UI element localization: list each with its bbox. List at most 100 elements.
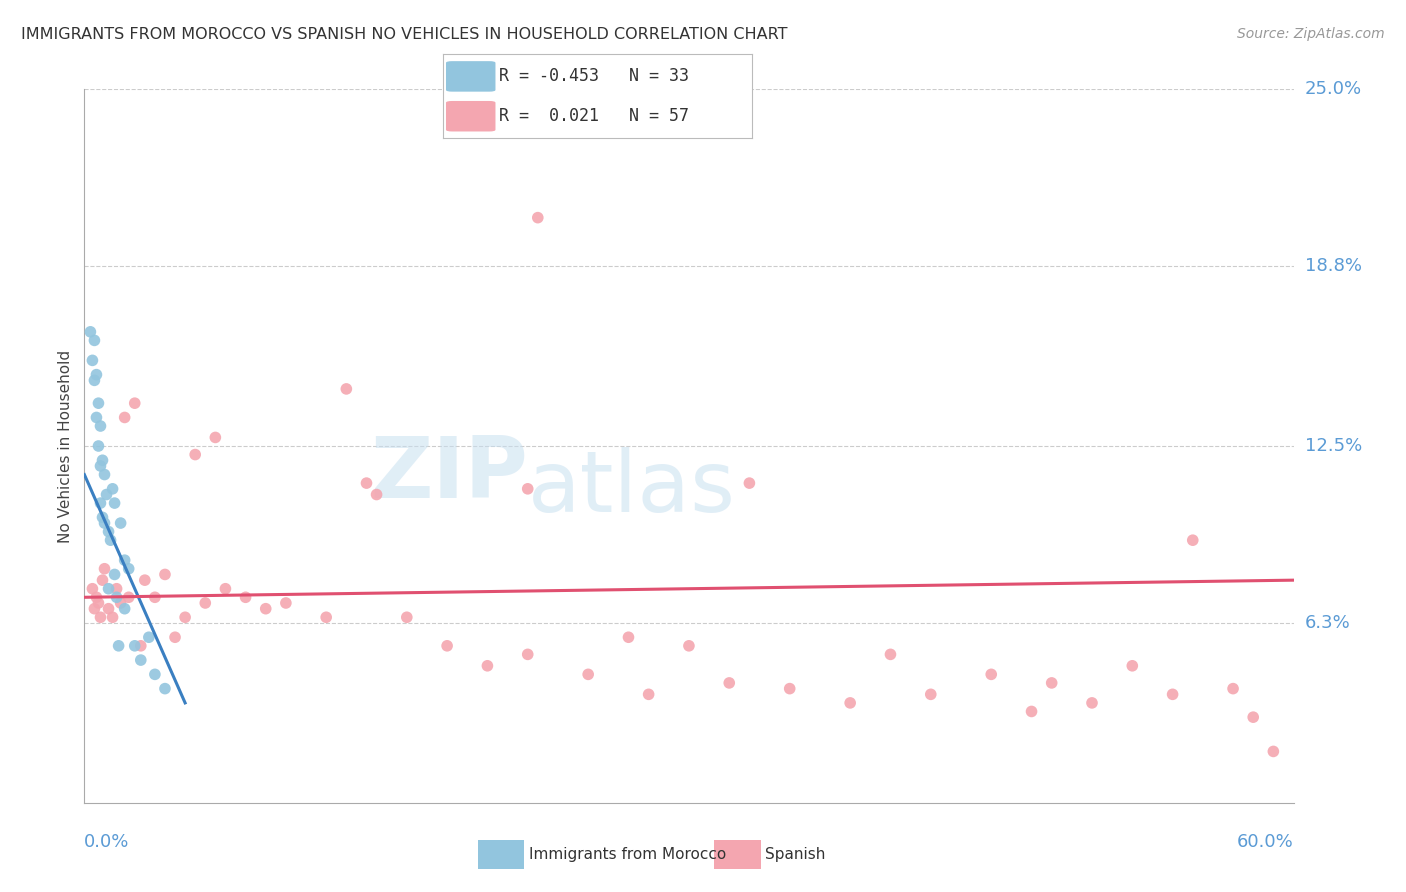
Point xyxy=(839,696,862,710)
Point xyxy=(118,591,141,605)
Text: ZIP: ZIP xyxy=(370,433,527,516)
Point xyxy=(738,476,761,491)
Point xyxy=(118,562,141,576)
Point xyxy=(101,610,124,624)
Point xyxy=(138,630,160,644)
Point xyxy=(254,601,277,615)
Point xyxy=(91,573,114,587)
Point xyxy=(91,510,114,524)
Point xyxy=(920,687,942,701)
Point xyxy=(1241,710,1264,724)
Point xyxy=(335,382,357,396)
Point xyxy=(1222,681,1244,696)
Text: Source: ZipAtlas.com: Source: ZipAtlas.com xyxy=(1237,27,1385,41)
Point xyxy=(315,610,337,624)
Point xyxy=(204,430,226,444)
Text: R = -0.453   N = 33: R = -0.453 N = 33 xyxy=(499,68,689,86)
Point xyxy=(82,353,104,368)
Point xyxy=(86,368,108,382)
Point xyxy=(110,596,132,610)
FancyBboxPatch shape xyxy=(446,101,495,131)
Text: 60.0%: 60.0% xyxy=(1237,833,1294,851)
Point xyxy=(617,630,640,644)
Point xyxy=(89,419,111,434)
Point xyxy=(143,591,166,605)
Point xyxy=(718,676,741,690)
Text: R =  0.021   N = 57: R = 0.021 N = 57 xyxy=(499,107,689,125)
Point xyxy=(79,325,101,339)
Point xyxy=(104,496,127,510)
Point xyxy=(436,639,458,653)
Point xyxy=(637,687,659,701)
Point xyxy=(86,591,108,605)
Point xyxy=(87,596,110,610)
Point xyxy=(1040,676,1063,690)
Point xyxy=(124,396,146,410)
Point xyxy=(527,211,550,225)
Point xyxy=(174,610,197,624)
Point xyxy=(114,601,136,615)
Point xyxy=(678,639,700,653)
Point xyxy=(89,496,111,510)
Point xyxy=(107,639,129,653)
Point xyxy=(214,582,236,596)
Point xyxy=(516,482,538,496)
Point xyxy=(477,658,499,673)
Text: Spanish: Spanish xyxy=(765,847,825,862)
Point xyxy=(97,601,120,615)
Point xyxy=(89,458,111,473)
Point xyxy=(87,439,110,453)
Point xyxy=(104,567,127,582)
Point xyxy=(980,667,1002,681)
Point xyxy=(576,667,599,681)
Point xyxy=(82,582,104,596)
Point xyxy=(274,596,297,610)
Point xyxy=(114,553,136,567)
Point xyxy=(1021,705,1043,719)
Point xyxy=(87,396,110,410)
Point xyxy=(366,487,388,501)
Point xyxy=(83,373,105,387)
Text: atlas: atlas xyxy=(527,447,735,531)
Y-axis label: No Vehicles in Household: No Vehicles in Household xyxy=(58,350,73,542)
FancyBboxPatch shape xyxy=(714,839,761,869)
Point xyxy=(91,453,114,467)
FancyBboxPatch shape xyxy=(478,839,524,869)
Point xyxy=(134,573,156,587)
Point xyxy=(779,681,801,696)
Point xyxy=(235,591,257,605)
Point xyxy=(96,487,118,501)
Point xyxy=(129,639,152,653)
Point xyxy=(153,567,176,582)
Point xyxy=(129,653,152,667)
Point xyxy=(93,562,115,576)
Point xyxy=(86,410,108,425)
Point xyxy=(100,533,122,548)
Point xyxy=(165,630,187,644)
Point xyxy=(93,516,115,530)
Point xyxy=(153,681,176,696)
Text: 12.5%: 12.5% xyxy=(1305,437,1362,455)
Point xyxy=(395,610,418,624)
Point xyxy=(83,601,105,615)
Point xyxy=(143,667,166,681)
Text: IMMIGRANTS FROM MOROCCO VS SPANISH NO VEHICLES IN HOUSEHOLD CORRELATION CHART: IMMIGRANTS FROM MOROCCO VS SPANISH NO VE… xyxy=(21,27,787,42)
Point xyxy=(356,476,378,491)
Text: Immigrants from Morocco: Immigrants from Morocco xyxy=(529,847,725,862)
Point xyxy=(1121,658,1143,673)
Point xyxy=(97,524,120,539)
Text: 6.3%: 6.3% xyxy=(1305,614,1350,632)
Point xyxy=(1161,687,1184,701)
Point xyxy=(110,516,132,530)
FancyBboxPatch shape xyxy=(446,62,495,92)
Point xyxy=(516,648,538,662)
Point xyxy=(194,596,217,610)
Text: 18.8%: 18.8% xyxy=(1305,257,1361,275)
Point xyxy=(1181,533,1204,548)
Point xyxy=(93,467,115,482)
Point xyxy=(97,582,120,596)
Text: 25.0%: 25.0% xyxy=(1305,80,1362,98)
Point xyxy=(184,448,207,462)
Point xyxy=(89,610,111,624)
Point xyxy=(105,582,128,596)
